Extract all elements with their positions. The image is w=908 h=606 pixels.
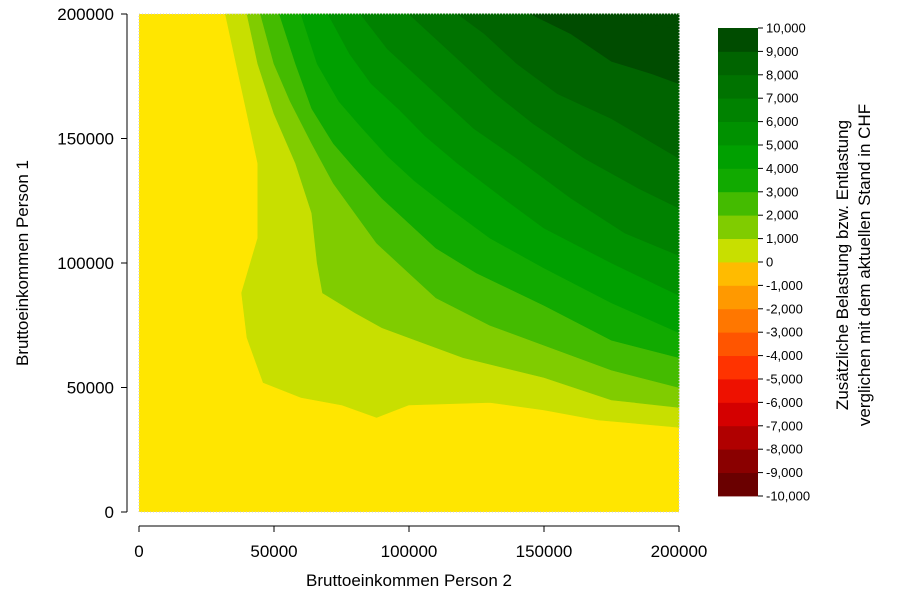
x-tick-label: 0 <box>134 542 143 561</box>
y-axis: 0 50000 100000 150000 200000 <box>57 5 128 522</box>
y-ticks: 0 50000 100000 150000 200000 <box>57 5 127 522</box>
y-tick-label: 200000 <box>57 5 114 24</box>
colorbar-tick-label: -8,000 <box>766 442 803 457</box>
colorbar-cell <box>718 355 758 380</box>
plot-area <box>138 13 680 513</box>
colorbar-tick-label: -10,000 <box>766 489 810 504</box>
colorbar-tick-label: 10,000 <box>766 21 806 36</box>
colorbar-tick-label: -5,000 <box>766 372 803 387</box>
colorbar-tick-label: -1,000 <box>766 278 803 293</box>
colorbar-cell <box>718 145 758 169</box>
colorbar-tick-label: 2,000 <box>766 208 799 223</box>
y-tick-label: 150000 <box>57 130 114 149</box>
colorbar-cell <box>718 191 758 216</box>
colorbar-cell <box>718 98 758 122</box>
colorbar-cell <box>718 215 758 239</box>
x-tick-label: 100000 <box>381 542 438 561</box>
x-tick-label: 50000 <box>250 542 297 561</box>
colorbar-tick-label: -2,000 <box>766 301 803 316</box>
colorbar-cell <box>718 51 758 76</box>
y-tick-label: 50000 <box>67 379 114 398</box>
colorbar-cell <box>718 238 758 263</box>
colorbar-tick-label: 6,000 <box>766 114 799 129</box>
colorbar-ticks: -10,000 -9,000 -8,000 -7,000 -6,000 -5,000 -4,… <box>758 21 810 504</box>
colorbar-title-line1: Zusätzliche Belastung bzw. Entlastung <box>833 120 852 410</box>
colorbar-tick-label: -4,000 <box>766 348 803 363</box>
colorbar-tick-label: 5,000 <box>766 138 799 153</box>
colorbar-tick-label: 4,000 <box>766 161 799 176</box>
colorbar-tick-label: -3,000 <box>766 325 803 340</box>
colorbar-cell <box>718 379 758 403</box>
plot-frame <box>138 13 680 513</box>
x-tick-label: 150000 <box>516 542 573 561</box>
colorbar-tick-label: -9,000 <box>766 465 803 480</box>
colorbar-cell <box>718 285 758 310</box>
contour-bands <box>225 13 680 428</box>
colorbar-cell <box>718 332 758 356</box>
colorbar-cell <box>718 121 758 146</box>
colorbar-cell <box>718 402 758 427</box>
colorbar-cell <box>718 28 758 52</box>
colorbar-cell <box>718 425 758 450</box>
colorbar-cell <box>718 168 758 193</box>
x-axis: 0 50000 100000 150000 200000 <box>134 525 707 561</box>
colorbar-title-line2: verglichen mit dem aktuellen Stand in CH… <box>855 104 874 426</box>
colorbar-cell <box>718 74 758 99</box>
colorbar-cell <box>718 308 758 333</box>
colorbar-tick-label: 9,000 <box>766 44 799 59</box>
colorbar-tick-label: 7,000 <box>766 91 799 106</box>
colorbar-cell <box>718 472 758 497</box>
colorbar-tick-label: -6,000 <box>766 395 803 410</box>
y-tick-label: 0 <box>105 503 114 522</box>
y-axis-title: Bruttoeinkommen Person 1 <box>13 160 32 366</box>
colorbar-tick-label: 1,000 <box>766 231 799 246</box>
colorbar-cell <box>718 262 758 286</box>
x-tick-label: 200000 <box>651 542 708 561</box>
colorbar-tick-label: 3,000 <box>766 184 799 199</box>
contour-band-10000 <box>619 13 680 30</box>
colorbar-tick-label: 0 <box>766 255 773 270</box>
colorbar-legend: -10,000 -9,000 -8,000 -7,000 -6,000 -5,000 -4,… <box>718 21 810 504</box>
y-tick-label: 100000 <box>57 254 114 273</box>
x-ticks: 0 50000 100000 150000 200000 <box>134 526 707 561</box>
x-axis-title: Bruttoeinkommen Person 2 <box>306 571 512 590</box>
colorbar-tick-label: 8,000 <box>766 67 799 82</box>
colorbar-tick-label: -7,000 <box>766 418 803 433</box>
colorbar-cell <box>718 449 758 473</box>
colorbar-cells <box>718 28 758 497</box>
